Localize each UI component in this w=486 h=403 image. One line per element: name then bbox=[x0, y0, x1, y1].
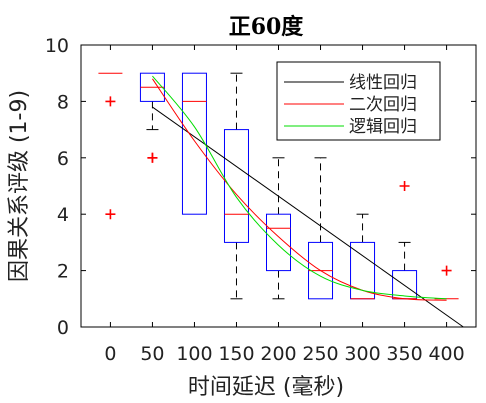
x-tick-label: 200 bbox=[260, 343, 296, 365]
y-axis-label: 因果关系评级 (1-9) bbox=[7, 90, 32, 282]
y-tick-label: 0 bbox=[57, 317, 69, 339]
y-tick-label: 4 bbox=[57, 204, 69, 226]
legend-label-linear: 线性回归 bbox=[349, 73, 417, 93]
x-tick-label: 150 bbox=[218, 343, 254, 365]
x-tick-label: 0 bbox=[104, 343, 116, 365]
legend: 线性回归 二次回归 逻辑回归 bbox=[277, 62, 440, 140]
legend-label-quadratic: 二次回归 bbox=[349, 95, 417, 115]
y-tick-label: 8 bbox=[57, 91, 69, 113]
x-tick-label: 100 bbox=[176, 343, 212, 365]
x-tick-label: 250 bbox=[302, 343, 338, 365]
x-tick-label: 400 bbox=[428, 343, 464, 365]
x-tick-label: 300 bbox=[344, 343, 380, 365]
x-tick-label: 350 bbox=[386, 343, 422, 365]
y-tick-label: 2 bbox=[57, 261, 69, 283]
y-tick-label: 10 bbox=[45, 35, 69, 57]
x-axis-label: 时间延迟 (毫秒) bbox=[188, 375, 344, 400]
x-tick-label: 50 bbox=[140, 343, 164, 365]
legend-label-logistic: 逻辑回归 bbox=[349, 117, 417, 137]
y-tick-label: 6 bbox=[57, 148, 69, 170]
chart-title: 正60度 bbox=[229, 14, 305, 40]
